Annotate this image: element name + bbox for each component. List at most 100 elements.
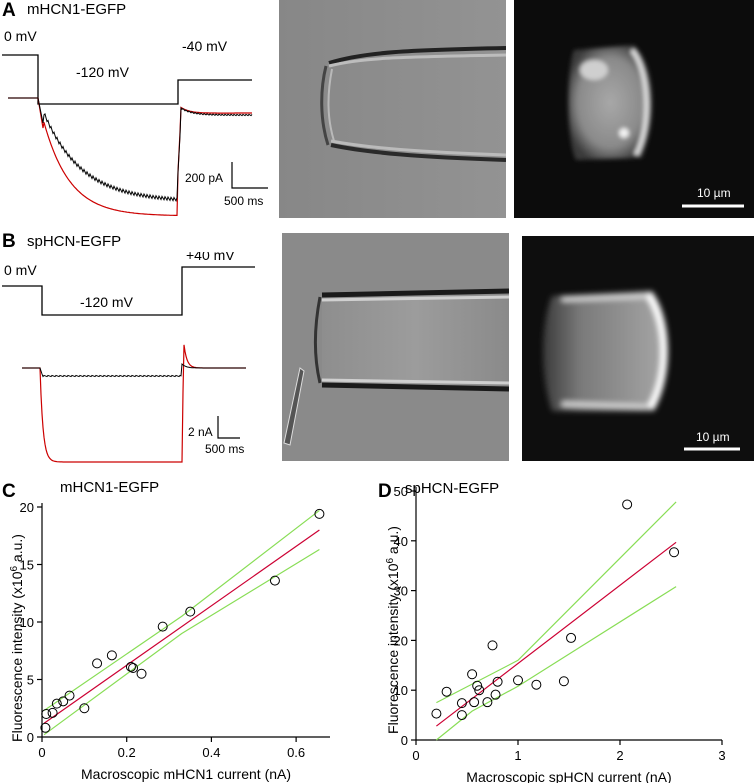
chart-title-c: mHCN1-EGFP xyxy=(60,479,160,496)
x-tick-label-c: 0 xyxy=(38,745,45,760)
data-point-d xyxy=(487,640,498,651)
y-axis-label-d: Fluorescence intensity (x106 a.u.) xyxy=(385,526,402,734)
y-tick-label-d: 30 xyxy=(394,584,408,599)
confidence-upper-c xyxy=(43,509,320,712)
data-point-c xyxy=(64,690,75,701)
x-tick-label-c: 0.2 xyxy=(118,745,136,760)
data-point-c xyxy=(47,707,58,718)
data-point-c xyxy=(185,606,196,617)
data-point-d xyxy=(474,685,485,696)
voltage-protocol-b xyxy=(2,266,255,316)
regression-line-c xyxy=(43,529,320,724)
current-trace-black-a xyxy=(8,97,253,202)
data-point-d xyxy=(456,698,467,709)
data-point-c xyxy=(79,703,90,714)
svg-text:Fluorescence intensity (x106 a: Fluorescence intensity (x106 a.u.) xyxy=(9,534,26,742)
y-axis-label-c: Fluorescence intensity (x106 a.u.) xyxy=(9,534,26,742)
data-point-d xyxy=(456,710,467,721)
data-point-d xyxy=(492,676,503,687)
data-point-d xyxy=(482,697,493,708)
data-point-c xyxy=(269,575,280,586)
data-point-c xyxy=(125,661,136,672)
current-trace-red-a xyxy=(8,97,252,216)
panel-a-recordings: 0 mV -120 mV -40 mV 200 pA 500 ms xyxy=(2,28,268,216)
scale-bar-a xyxy=(231,162,268,189)
scale-y-b: 2 nA xyxy=(188,425,213,439)
confidence-lower-d xyxy=(436,586,677,741)
panel-label-c: C xyxy=(2,481,16,502)
data-point-d xyxy=(431,708,442,719)
scatter-chart-c: Fluorescence intensity (x106 a.u.) 0 5 10 1… xyxy=(9,500,330,782)
scale-bar-b xyxy=(217,416,240,439)
data-point-d xyxy=(513,675,523,686)
data-point-d xyxy=(467,669,478,680)
y-tick-label-c: 10 xyxy=(20,615,34,630)
scale-x-b: 500 ms xyxy=(205,442,244,456)
data-point-c xyxy=(40,722,51,733)
brightfield-image-b xyxy=(282,233,509,461)
v-tail-b: +40 mV xyxy=(186,252,235,263)
x-tick-label-c: 0.4 xyxy=(202,745,220,760)
image-scale-label-b: 10 µm xyxy=(696,430,730,444)
y-tick-label-d: 20 xyxy=(394,633,408,648)
v-tail-a: -40 mV xyxy=(182,38,228,54)
x-axis-label-c: Macroscopic mHCN1 current (nA) xyxy=(81,766,291,782)
fluorescence-image-a: 10 µm xyxy=(514,0,754,218)
v-step-a: -120 mV xyxy=(76,64,130,80)
data-point-c xyxy=(314,508,325,519)
data-point-c xyxy=(51,698,62,709)
data-point-d xyxy=(531,679,542,690)
data-point-c xyxy=(157,621,168,632)
current-trace-black-b xyxy=(22,362,246,378)
y-tick-label-d: 10 xyxy=(394,683,408,698)
data-point-c xyxy=(106,650,117,661)
y-tick-label-c: 20 xyxy=(20,500,34,515)
y-tick-label-c: 15 xyxy=(20,558,34,573)
scale-y-a: 200 pA xyxy=(185,171,223,185)
x-tick-label-d: 2 xyxy=(616,748,623,763)
x-axis-label-d: Macroscopic spHCN current (nA) xyxy=(466,769,671,783)
scatter-chart-d: Fluorescence intensity (x106 a.u.) 01020… xyxy=(385,484,726,783)
data-point-c xyxy=(128,663,139,673)
v-step-b: -120 mV xyxy=(80,294,134,310)
x-tick-label-d: 0 xyxy=(412,748,419,763)
scale-x-a: 500 ms xyxy=(224,194,263,208)
panel-b-recordings: 0 mV -120 mV +40 mV 2 nA 500 ms xyxy=(2,252,255,463)
svg-text:Fluorescence intensity (x106 a: Fluorescence intensity (x106 a.u.) xyxy=(385,526,402,734)
data-point-d xyxy=(558,676,569,687)
voltage-protocol-a xyxy=(2,54,252,105)
y-tick-label-d: 50 xyxy=(394,484,408,499)
x-tick-label-d: 1 xyxy=(514,748,521,763)
y-tick-label-d: 40 xyxy=(394,534,408,549)
fluorescence-image-b: 10 µm xyxy=(522,236,754,461)
v-hold-a: 0 mV xyxy=(4,28,37,44)
x-tick-label-d: 3 xyxy=(718,748,725,763)
data-point-d xyxy=(669,547,680,558)
panel-title-b: spHCN-EGFP xyxy=(27,233,122,250)
data-point-c xyxy=(41,709,52,719)
data-point-d xyxy=(441,686,452,697)
y-tick-label-d: 0 xyxy=(401,733,408,748)
image-scale-label-a: 10 µm xyxy=(697,186,731,200)
panel-label-a: A xyxy=(2,0,16,21)
data-point-d xyxy=(469,697,480,708)
data-point-c xyxy=(92,658,103,669)
data-point-c xyxy=(58,696,69,707)
data-point-d xyxy=(490,689,501,700)
brightfield-image-a xyxy=(279,0,506,218)
data-point-d xyxy=(472,680,483,691)
y-tick-label-c: 0 xyxy=(27,730,34,745)
confidence-upper-d xyxy=(436,501,677,704)
chart-title-d: spHCN-EGFP xyxy=(405,480,500,497)
panel-label-b: B xyxy=(2,231,16,252)
y-tick-label-c: 5 xyxy=(27,673,34,688)
x-tick-label-c: 0.6 xyxy=(287,745,305,760)
panel-title-a: mHCN1-EGFP xyxy=(27,1,127,18)
regression-line-d xyxy=(436,541,677,727)
v-hold-b: 0 mV xyxy=(4,262,37,278)
data-point-d xyxy=(566,632,577,643)
data-point-c xyxy=(136,668,147,679)
panel-label-d: D xyxy=(378,481,392,502)
data-point-d xyxy=(622,499,633,510)
confidence-lower-c xyxy=(43,549,320,736)
